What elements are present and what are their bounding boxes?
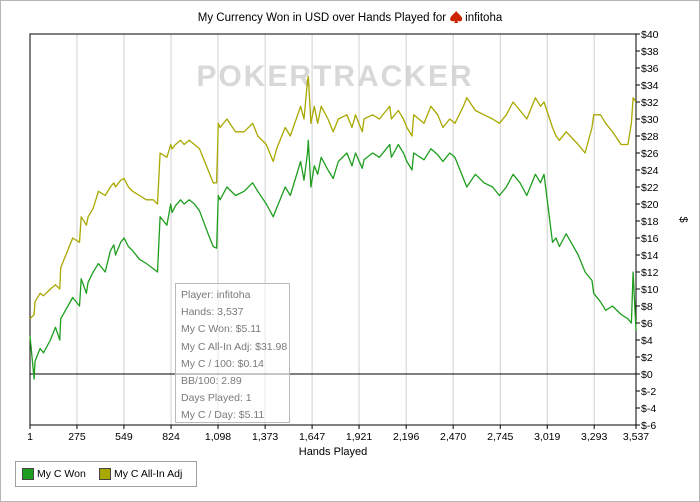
y-tick-label: $22	[641, 182, 659, 194]
watermark-text: POKERTRACKER	[196, 60, 473, 93]
y-tick-label: $30	[641, 114, 659, 126]
y-tick-label: $36	[641, 63, 659, 75]
y-tick-label: $-2	[641, 386, 656, 398]
x-axis-label: Hands Played	[299, 446, 368, 458]
tooltip-won: My C Won: $5.11	[181, 323, 262, 336]
y-tick-label: $4	[641, 335, 653, 347]
x-tick-label: 1	[27, 431, 33, 443]
x-tick-label: 824	[162, 431, 180, 443]
x-tick-labels: 1 275 549 824 1,098 1,373 1,647 1,921 2,196 2,470…	[27, 425, 649, 443]
y-tick-label: $14	[641, 250, 659, 262]
y-tick-label: $8	[641, 301, 653, 313]
y-tick-label: $18	[641, 216, 659, 228]
y-tick-label: $26	[641, 148, 659, 160]
x-tick-label: 275	[68, 431, 86, 443]
tooltip-days: Days Played: 1	[181, 392, 252, 405]
legend-swatch-won	[22, 468, 34, 480]
plot-area-border	[29, 33, 637, 426]
x-tick-label: 3,019	[534, 431, 560, 443]
series-group	[29, 75, 637, 380]
y-tick-label: $28	[641, 131, 659, 143]
y-tick-label: $12	[641, 267, 659, 279]
x-tick-label: 1,647	[299, 431, 325, 443]
y-tick-label: $40	[641, 29, 659, 41]
y-tick-label: $34	[641, 80, 659, 92]
x-tick-label: 2,196	[393, 431, 419, 443]
chart-title-group: My Currency Won in USD over Hands Played…	[198, 11, 503, 24]
y-axis-label: $	[677, 216, 689, 222]
y-tick-label: $0	[641, 369, 653, 381]
x-tick-label: 1,921	[346, 431, 372, 443]
y-tick-label: $6	[641, 318, 653, 330]
y-tick-label: $20	[641, 199, 659, 211]
y-tick-label: $2	[641, 352, 653, 364]
legend-label-won: My C Won	[37, 468, 86, 480]
x-tick-label: 1,098	[205, 431, 231, 443]
y-tick-labels: $40 $38 $36 $34 $32 $30 $28 $26 $24 $22 $20 $18 $16 $…	[636, 29, 659, 432]
y-tick-label: $32	[641, 97, 659, 109]
y-tick-label: $16	[641, 233, 659, 245]
x-tick-label: 549	[115, 431, 133, 443]
tooltip-hands: Hands: 3,537	[181, 306, 244, 319]
tooltip-player: Player: infitoha	[181, 289, 251, 301]
chart-title: My Currency Won in USD over Hands Played…	[198, 12, 447, 24]
x-tick-label: 2,745	[487, 431, 513, 443]
watermark: POKERTRACKER	[196, 60, 473, 93]
chart-title-player: infitoha	[465, 12, 503, 24]
legend: My C Won My C All-In Adj	[15, 461, 197, 487]
legend-label-allin: My C All-In Adj	[114, 468, 183, 480]
y-tick-label: $-6	[641, 420, 656, 432]
y-tick-label: $24	[641, 165, 659, 177]
series-line-my-c-won	[29, 139, 637, 380]
x-tick-label: 1,373	[252, 431, 278, 443]
spade-icon	[450, 11, 463, 23]
x-tick-label: 3,537	[623, 431, 649, 443]
y-tick-label: $38	[641, 46, 659, 58]
y-tick-label: $10	[641, 284, 659, 296]
y-tick-label: $-4	[641, 403, 656, 415]
tooltip-allin: My C All-In Adj: $31.98	[181, 340, 288, 353]
x-tick-label: 2,470	[440, 431, 466, 443]
tooltip-bb100: BB/100: 2.89	[181, 375, 242, 388]
tooltip-per100: My C / 100: $0.14	[181, 357, 264, 370]
legend-swatch-allin	[99, 468, 111, 480]
series-line-my-c-all-in-adj	[29, 75, 637, 320]
x-tick-label: 3,293	[581, 431, 607, 443]
summary-tooltip: Player: infitoha Hands: 3,537 My C Won: …	[175, 283, 290, 423]
tooltip-perday: My C / Day: $5.11	[181, 409, 265, 422]
axes	[29, 33, 637, 426]
